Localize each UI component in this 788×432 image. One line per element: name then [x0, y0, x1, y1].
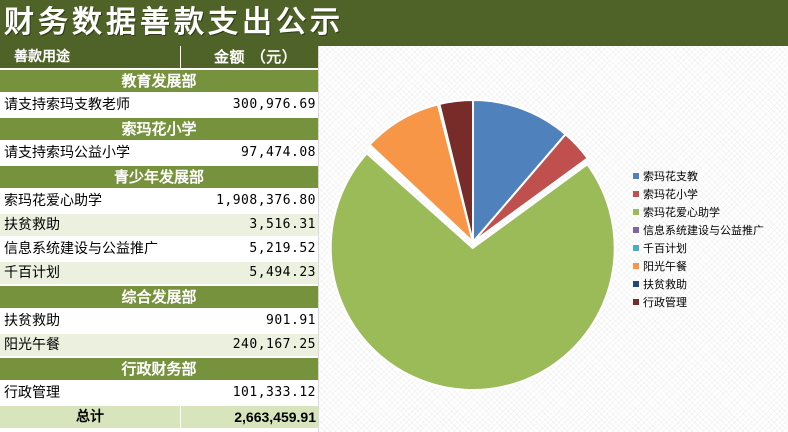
section-row: 综合发展部: [0, 286, 318, 308]
section-title: 青少年发展部: [113, 168, 204, 186]
row-label: 扶贫救助: [4, 217, 60, 233]
pie-slice-8: [438, 98, 474, 243]
legend-item: 千百计划: [633, 240, 764, 258]
total-row: 总计 2,663,459.91: [0, 406, 318, 428]
row-label: 索玛花爱心助学: [4, 193, 102, 209]
row-label: 请支持索玛支教老师: [4, 97, 130, 113]
legend-swatch: [633, 227, 639, 233]
pie-chart-area: 索玛花支教索玛花小学索玛花爱心助学信息系统建设与公益推广 千百计划阳光午餐扶贫救助…: [318, 46, 788, 432]
section-title: 行政财务部: [121, 360, 197, 378]
row-label: 信息系统建设与公益推广: [4, 241, 158, 257]
legend-swatch: [633, 263, 639, 269]
legend-swatch: [633, 281, 639, 287]
row-amount: 101,333.12: [232, 385, 316, 400]
column-divider: [180, 406, 181, 428]
section-row: 青少年发展部: [0, 166, 318, 188]
header-amount: 金额 （元）: [214, 48, 298, 66]
legend-item: 行政管理: [633, 294, 764, 312]
section-row: 行政财务部: [0, 358, 318, 380]
row-label: 千百计划: [4, 265, 60, 281]
section-row: 索玛花小学: [0, 118, 318, 140]
pie-chart: [329, 98, 616, 391]
row-label: 请支持索玛公益小学: [4, 145, 130, 161]
row-amount: 240,167.25: [232, 337, 316, 352]
row-amount: 5,219.52: [249, 241, 316, 256]
row-amount: 1,908,376.80: [216, 193, 316, 208]
legend-swatch: [633, 245, 639, 251]
table-row: 请支持索玛公益小学 97,474.08: [0, 142, 318, 164]
pie-slice-1: [472, 98, 567, 245]
row-label: 扶贫救助: [4, 313, 60, 329]
table-row: 索玛花爱心助学 1,908,376.80: [0, 190, 318, 212]
legend-label: 索玛花小学: [643, 188, 698, 201]
pie-slice-6: [368, 103, 475, 246]
row-label: 阳光午餐: [4, 337, 60, 353]
row-label: 行政管理: [4, 385, 60, 401]
pie-slice-3: [329, 151, 616, 391]
pie-slice-2: [472, 132, 590, 243]
legend-swatch: [633, 209, 639, 215]
legend-swatch: [633, 299, 639, 305]
section-title: 索玛花小学: [121, 120, 197, 138]
row-amount: 5,494.23: [249, 265, 316, 280]
legend-item: 扶贫救助: [633, 276, 764, 294]
row-amount: 3,516.31: [249, 217, 316, 232]
table-row: 千百计划 5,494.23: [0, 262, 318, 284]
legend-item: 索玛花爱心助学: [633, 204, 764, 222]
row-amount: 97,474.08: [241, 145, 316, 160]
table-row: 信息系统建设与公益推广 5,219.52: [0, 238, 318, 260]
table-row: 扶贫救助 3,516.31: [0, 214, 318, 236]
section-title: 教育发展部: [121, 72, 197, 90]
legend-item: 信息系统建设与公益推广: [633, 222, 764, 240]
table-row: 阳光午餐 240,167.25: [0, 334, 318, 356]
section-row: 教育发展部: [0, 70, 318, 92]
column-divider: [180, 46, 181, 68]
legend-label: 行政管理: [643, 296, 687, 309]
legend-item: 索玛花支教: [633, 168, 764, 186]
legend-item: 阳光午餐: [633, 258, 764, 276]
legend-label: 索玛花支教: [643, 170, 698, 183]
page-title: 财务数据善款支出公示: [0, 0, 788, 46]
table-row: 请支持索玛支教老师 300,976.69: [0, 94, 318, 116]
row-amount: 300,976.69: [232, 97, 316, 112]
table-row: 扶贫救助 901.91: [0, 310, 318, 332]
header-purpose: 善款用途: [14, 49, 70, 65]
expense-table: 善款用途 金额 （元） 教育发展部 请支持索玛支教老师 300,976.69 索玛花小学请…: [0, 46, 318, 432]
table-row: 行政管理 101,333.12: [0, 382, 318, 404]
legend-label: 阳光午餐: [643, 260, 687, 273]
chart-legend: 索玛花支教索玛花小学索玛花爱心助学信息系统建设与公益推广 千百计划阳光午餐扶贫救助…: [633, 168, 764, 312]
total-label: 总计: [76, 409, 104, 425]
legend-swatch: [633, 191, 639, 197]
section-title: 综合发展部: [121, 288, 197, 306]
total-amount: 2,663,459.91: [234, 409, 316, 425]
legend-label: 扶贫救助: [643, 278, 687, 291]
legend-item: 索玛花小学: [633, 186, 764, 204]
legend-label: 索玛花爱心助学: [643, 206, 720, 219]
legend-label: 千百计划: [643, 242, 687, 255]
legend-swatch: [633, 173, 639, 179]
legend-label: 信息系统建设与公益推广: [643, 224, 764, 237]
row-amount: 901.91: [266, 313, 316, 328]
table-header-row: 善款用途 金额 （元）: [0, 46, 318, 68]
